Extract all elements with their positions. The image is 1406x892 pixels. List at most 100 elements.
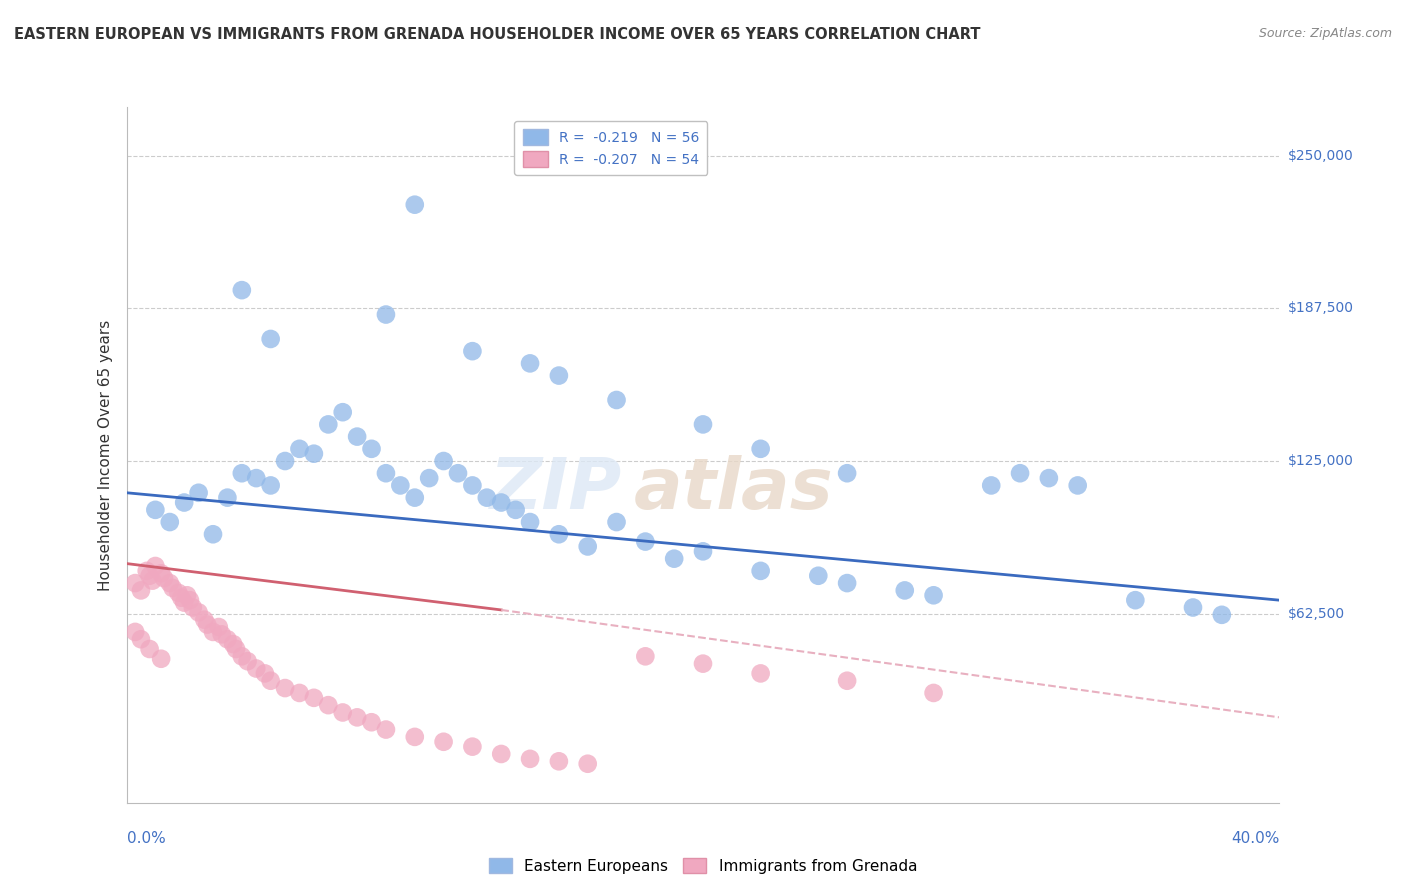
Point [576,540,599,554]
Y-axis label: Householder Income Over 65 years: Householder Income Over 65 years [97,319,112,591]
Point [138,568,160,582]
Point [980,478,1002,492]
Point [605,392,627,407]
Point [489,495,512,509]
Text: $62,500: $62,500 [1288,607,1346,621]
Point [346,710,368,724]
Point [135,564,157,578]
Point [519,752,541,766]
Point [274,454,297,468]
Point [1181,600,1204,615]
Point [374,467,398,481]
Point [141,574,163,588]
Text: Source: ZipAtlas.com: Source: ZipAtlas.com [1258,27,1392,40]
Point [124,576,146,591]
Text: $125,000: $125,000 [1288,454,1354,468]
Point [145,559,166,574]
Text: $187,500: $187,500 [1288,301,1354,316]
Point [605,515,627,529]
Point [173,596,195,610]
Text: $250,000: $250,000 [1288,149,1354,163]
Point [187,485,209,500]
Point [692,544,714,558]
Text: 0.0%: 0.0% [127,830,166,846]
Point [208,620,231,634]
Point [302,690,325,705]
Point [404,197,426,211]
Point [181,600,204,615]
Point [231,467,253,481]
Point [145,503,166,517]
Point [138,642,160,657]
Point [807,568,830,582]
Legend: R =  -0.219   N = 56, R =  -0.207   N = 54: R = -0.219 N = 56, R = -0.207 N = 54 [515,121,707,175]
Point [548,368,571,383]
Point [153,571,176,585]
Point [245,471,267,485]
Point [288,442,311,456]
Point [211,627,233,641]
Point [634,649,657,664]
Point [1123,593,1146,607]
Point [1038,471,1060,485]
Text: EASTERN EUROPEAN VS IMMIGRANTS FROM GRENADA HOUSEHOLDER INCOME OVER 65 YEARS COR: EASTERN EUROPEAN VS IMMIGRANTS FROM GREN… [14,27,980,42]
Point [835,576,858,591]
Point [170,591,193,605]
Point [187,606,209,620]
Point [835,673,858,688]
Point [922,686,945,700]
Point [259,332,281,346]
Point [505,503,527,517]
Point [159,515,181,529]
Point [159,576,181,591]
Point [548,527,571,541]
Point [404,491,426,505]
Point [124,624,146,639]
Point [162,581,184,595]
Point [129,632,152,647]
Point [519,515,541,529]
Point [222,637,245,651]
Point [461,344,484,359]
Point [1211,607,1233,622]
Point [835,467,858,481]
Point [489,747,512,761]
Text: atlas: atlas [634,455,834,524]
Point [150,652,173,666]
Point [922,588,945,602]
Point [259,478,281,492]
Point [173,495,195,509]
Point [1067,478,1090,492]
Point [302,447,325,461]
Point [231,283,253,297]
Point [346,429,368,443]
Point [475,491,498,505]
Point [245,661,267,675]
Point [217,491,239,505]
Legend: Eastern Europeans, Immigrants from Grenada: Eastern Europeans, Immigrants from Grena… [482,852,924,880]
Point [664,551,686,566]
Point [202,624,225,639]
Point [176,588,198,602]
Point [231,649,253,664]
Point [548,754,571,768]
Point [433,454,456,468]
Point [374,308,398,322]
Point [404,730,426,744]
Point [749,442,772,456]
Point [692,417,714,432]
Point [894,583,917,598]
Point [167,586,190,600]
Point [150,566,173,581]
Point [447,467,470,481]
Point [389,478,412,492]
Point [236,654,259,668]
Point [749,564,772,578]
Point [749,666,772,681]
Point [274,681,297,695]
Point [692,657,714,671]
Point [374,723,398,737]
Point [318,698,340,713]
Point [318,417,340,432]
Point [433,735,456,749]
